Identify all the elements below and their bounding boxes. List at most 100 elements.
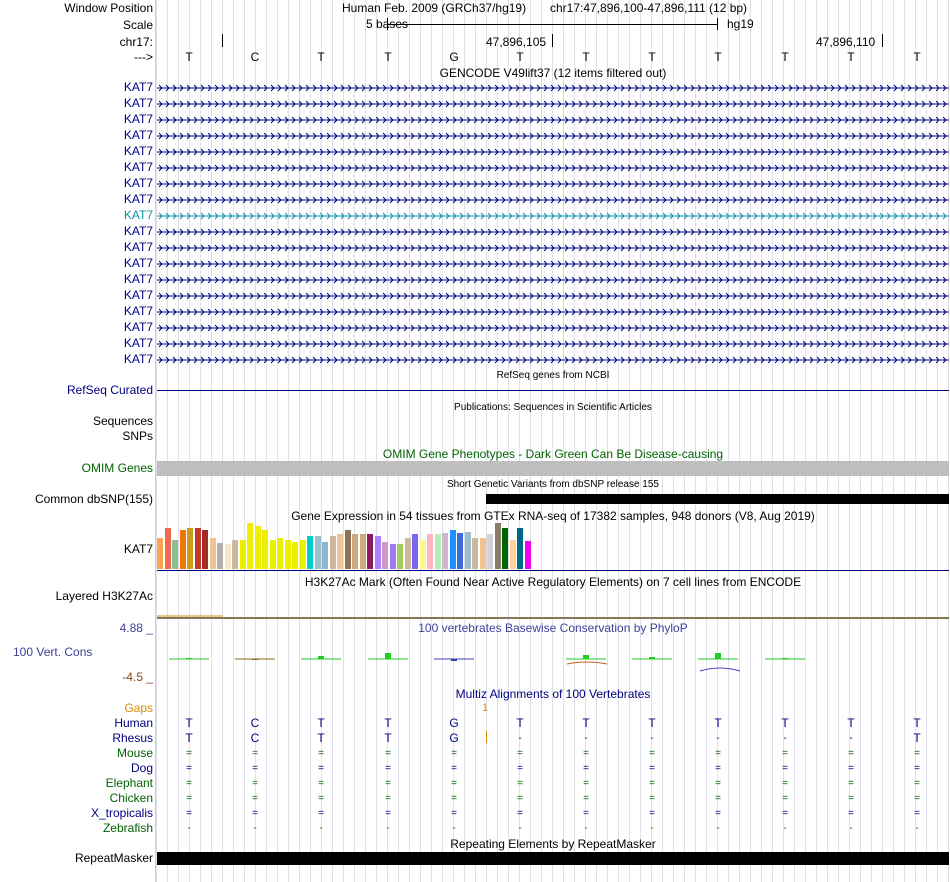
gtex-tissue-bar[interactable] [337,534,343,569]
species-label[interactable]: X_tropicalis [90,806,153,820]
gencode-gene-feature[interactable] [157,275,949,285]
refseq-track-title[interactable]: RefSeq genes from NCBI [496,370,610,381]
gtex-tissue-bar[interactable] [344,530,351,569]
gencode-item-label[interactable]: KAT7 [123,224,153,238]
gencode-item-label[interactable]: KAT7 [123,352,153,366]
gencode-gene-feature[interactable] [157,163,949,173]
gencode-item-label[interactable]: KAT7 [123,128,153,142]
gtex-tissue-bar[interactable] [277,538,283,569]
gtex-tissue-bar[interactable] [254,526,261,569]
gencode-item-label[interactable]: KAT7 [123,192,153,206]
gtex-tissue-bar[interactable] [427,534,433,569]
multiz-track-title[interactable]: Multiz Alignments of 100 Vertebrates [455,687,651,701]
omim-gene-block[interactable] [157,461,949,476]
gtex-tissue-bar[interactable] [412,534,418,569]
gtex-tissue-bar[interactable] [472,538,478,569]
gtex-tissue-bar[interactable] [239,540,246,569]
gencode-item-label[interactable]: KAT7 [123,240,153,254]
gtex-tissue-bar[interactable] [164,528,171,569]
gtex-track-title[interactable]: Gene Expression in 54 tissues from GTEx … [291,509,815,523]
gtex-tissue-bar[interactable] [202,530,208,569]
gtex-tissue-bar[interactable] [464,532,471,569]
gtex-tissue-bar[interactable] [404,538,411,569]
refseq-gene-line[interactable] [157,390,949,391]
gencode-gene-feature[interactable] [157,99,949,109]
gencode-item-label[interactable]: KAT7 [123,256,153,270]
gencode-item-label[interactable]: KAT7 [123,160,153,174]
gencode-item-label[interactable]: KAT7 [123,320,153,334]
gtex-tissue-bar[interactable] [389,544,396,569]
gtex-tissue-bar[interactable] [209,538,216,569]
dbsnp-variant-block[interactable] [486,494,949,504]
omim-track-title[interactable]: OMIM Gene Phenotypes - Dark Green Can Be… [382,447,724,461]
gtex-tissue-bar[interactable] [157,538,163,569]
species-label[interactable]: Elephant [105,776,153,790]
gtex-tissue-bar[interactable] [314,536,321,569]
dbsnp-track-label[interactable]: Common dbSNP(155) [34,492,153,506]
pubs-snps-label[interactable]: SNPs [122,429,153,443]
gtex-tissue-bar[interactable] [299,540,306,569]
gtex-tissue-bar[interactable] [232,540,238,569]
h3k27ac-track-label[interactable]: Layered H3K27Ac [55,589,153,603]
gencode-item-label[interactable]: KAT7 [123,336,153,350]
gencode-gene-feature[interactable] [157,211,949,221]
gencode-gene-feature[interactable] [157,83,949,93]
gtex-bar-chart[interactable] [157,522,949,569]
gtex-tissue-bar[interactable] [434,534,441,569]
gencode-track-title[interactable]: GENCODE V49lift37 (12 items filtered out… [439,66,667,80]
gtex-track-label[interactable]: KAT7 [123,542,153,556]
gencode-item-label[interactable]: KAT7 [123,304,153,318]
species-label[interactable]: Chicken [109,791,153,805]
species-label[interactable]: Zebrafish [102,821,153,835]
pubs-track-title[interactable]: Publications: Sequences in Scientific Ar… [454,402,652,413]
gencode-item-label[interactable]: KAT7 [123,96,153,110]
position-readout[interactable]: chr17:47,896,100-47,896,111 (12 bp) [550,1,748,15]
gtex-tissue-bar[interactable] [329,536,336,569]
gencode-item-label[interactable]: KAT7 [123,112,153,126]
cons-track-title[interactable]: 100 vertebrates Basewise Conservation by… [418,621,688,635]
cons-track-label[interactable]: 100 Vert. Cons [13,645,93,659]
gtex-tissue-bar[interactable] [284,540,291,569]
gtex-tissue-bar[interactable] [322,542,328,569]
gtex-tissue-bar[interactable] [442,533,448,569]
gencode-gene-feature[interactable] [157,179,949,189]
gencode-gene-feature[interactable] [157,147,949,157]
gencode-gene-feature[interactable] [157,291,949,301]
gencode-gene-feature[interactable] [157,115,949,125]
gtex-tissue-bar[interactable] [262,530,268,569]
gencode-item-label[interactable]: KAT7 [123,208,153,222]
h3k27ac-track-title[interactable]: H3K27Ac Mark (Often Found Near Active Re… [304,575,802,589]
gencode-item-label[interactable]: KAT7 [123,272,153,286]
gtex-tissue-bar[interactable] [419,540,426,569]
gtex-tissue-bar[interactable] [224,544,231,569]
species-label[interactable]: Dog [130,761,153,775]
gtex-tissue-bar[interactable] [517,528,523,569]
gencode-gene-feature[interactable] [157,195,949,205]
gencode-gene-feature[interactable] [157,355,949,365]
gtex-tissue-bar[interactable] [524,541,531,569]
gencode-gene-feature[interactable] [157,323,949,333]
species-label[interactable]: Mouse [116,746,153,760]
gtex-tissue-bar[interactable] [502,528,508,569]
gtex-tissue-bar[interactable] [292,542,298,569]
gtex-tissue-bar[interactable] [352,534,358,569]
species-label[interactable]: Human [114,716,153,730]
gtex-tissue-bar[interactable] [269,540,276,569]
gencode-gene-feature[interactable] [157,259,949,269]
gtex-tissue-bar[interactable] [359,534,366,569]
gencode-gene-feature[interactable] [157,243,949,253]
dbsnp-track-title[interactable]: Short Genetic Variants from dbSNP releas… [447,479,659,490]
gtex-tissue-bar[interactable] [397,544,403,569]
gencode-gene-feature[interactable] [157,307,949,317]
repeatmasker-block[interactable] [157,852,949,865]
omim-track-label[interactable]: OMIM Genes [81,461,153,475]
gtex-tissue-bar[interactable] [509,540,516,569]
gtex-tissue-bar[interactable] [479,538,486,569]
gencode-gene-feature[interactable] [157,227,949,237]
gtex-tissue-bar[interactable] [172,540,178,569]
gtex-tissue-bar[interactable] [367,534,373,569]
species-label[interactable]: Rhesus [112,731,153,745]
gtex-tissue-bar[interactable] [487,534,493,569]
gencode-gene-feature[interactable] [157,131,949,141]
gencode-item-label[interactable]: KAT7 [123,80,153,94]
